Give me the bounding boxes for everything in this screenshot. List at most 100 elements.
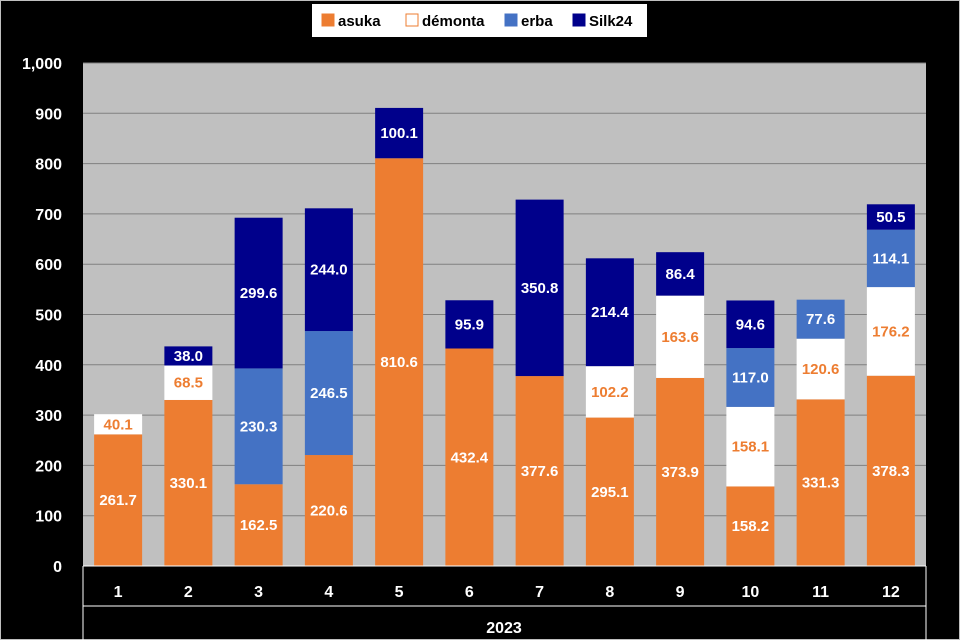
y-tick-label: 800: [35, 157, 62, 174]
data-label: 244.0: [310, 262, 348, 279]
bar-segment: [304, 208, 353, 332]
data-label: 220.6: [310, 503, 348, 520]
bars: [94, 107, 915, 567]
legend-swatch: [504, 13, 518, 27]
bar-segment: [585, 366, 634, 418]
bar-segment: [234, 484, 283, 566]
data-label: 117.0: [732, 369, 769, 386]
bar-segment: [726, 486, 775, 566]
data-label: 377.6: [521, 463, 559, 480]
legend-label: asuka: [338, 13, 381, 30]
legend: asuka démonta erba Silk24: [312, 4, 647, 37]
legend-label: erba: [521, 13, 553, 30]
data-labels: 261.7 40.1 330.1 68.5 38.0 162.5 230.3 299.6 220…: [99, 125, 909, 535]
bar-segment: [515, 199, 564, 377]
data-label: 95.9: [455, 316, 484, 333]
data-label: 50.5: [876, 209, 905, 226]
data-label: 246.5: [310, 385, 348, 402]
bar-segment: [656, 252, 705, 296]
gridlines: [83, 62, 926, 517]
bar-segment: [866, 375, 915, 566]
x-tick-label: 3: [254, 584, 263, 601]
bar-segment: [375, 107, 424, 159]
x-axis: 2023 1 2 3 4 5 6 7 8 9 10 11 12: [82, 565, 927, 640]
bar-segment: [656, 377, 705, 566]
bar-segment: [304, 455, 353, 566]
legend-swatch: [321, 13, 335, 27]
legend-label: démonta: [422, 13, 485, 30]
bar-segment: [866, 204, 915, 230]
bar-segment: [796, 338, 845, 400]
y-tick-label: 900: [35, 106, 62, 123]
bar-segment: [866, 287, 915, 376]
bar-segment: [304, 331, 353, 456]
bar-segment: [866, 229, 915, 288]
y-tick-label: 100: [35, 509, 62, 526]
bar-segment: [515, 376, 564, 566]
data-label: 299.6: [240, 285, 278, 302]
x-tick-label: 9: [676, 584, 685, 601]
bar-segment: [234, 368, 283, 485]
bar-segment: [585, 417, 634, 566]
legend-swatch: [572, 13, 586, 27]
data-label: 120.6: [802, 361, 840, 378]
x-tick-label: 6: [465, 584, 474, 601]
legend-box: [312, 4, 647, 37]
data-label: 100.1: [380, 125, 418, 142]
data-label: 295.1: [591, 484, 629, 501]
data-label: 432.4: [451, 449, 489, 466]
x-tick-label: 10: [741, 584, 759, 601]
data-label: 94.6: [736, 316, 765, 333]
bar-segment: [94, 434, 143, 566]
data-label: 162.5: [240, 517, 278, 534]
data-label: 86.4: [666, 266, 696, 283]
bar-segment: [164, 365, 213, 400]
data-label: 38.0: [174, 348, 203, 365]
x-tick-label: 5: [395, 584, 404, 601]
bar-segment: [585, 258, 634, 367]
data-label: 378.3: [872, 463, 910, 480]
x-tick-label: 4: [324, 584, 333, 601]
bar-segment: [796, 299, 845, 339]
data-label: 68.5: [174, 375, 203, 392]
data-label: 163.6: [661, 329, 699, 346]
x-tick-label: 8: [605, 584, 614, 601]
x-tick-label: 1: [114, 584, 123, 601]
y-tick-label: 200: [35, 458, 62, 475]
data-label: 261.7: [99, 492, 137, 509]
y-axis: 0 100 200 300 400 500 600 700 800 900 1,000: [22, 56, 62, 576]
y-tick-label: 300: [35, 408, 62, 425]
data-label: 40.1: [104, 416, 133, 433]
y-tick-label: 500: [35, 308, 62, 325]
data-label: 810.6: [380, 354, 418, 371]
x-tick-label: 11: [812, 584, 829, 601]
data-label: 114.1: [873, 250, 910, 267]
data-label: 330.1: [170, 475, 208, 492]
x-tick-label: 12: [882, 584, 900, 601]
data-label: 331.3: [802, 475, 840, 492]
legend-label: Silk24: [589, 13, 633, 30]
data-label: 158.2: [732, 518, 770, 535]
legend-swatch: [405, 13, 419, 27]
data-label: 77.6: [806, 311, 835, 328]
bar-segment: [796, 399, 845, 566]
y-tick-label: 700: [35, 207, 62, 224]
data-label: 158.1: [732, 439, 770, 456]
bar-segment: [164, 346, 213, 366]
x-tick-label: 7: [535, 584, 544, 601]
y-tick-label: 400: [35, 358, 62, 375]
data-label: 176.2: [872, 323, 910, 340]
y-tick-label: 1,000: [22, 56, 62, 73]
data-label: 102.2: [591, 384, 629, 401]
bar-segment: [656, 295, 705, 378]
data-label: 350.8: [521, 280, 559, 297]
bar-segment: [445, 300, 494, 349]
y-tick-label: 0: [53, 559, 62, 576]
bar-segment: [726, 406, 775, 487]
bar-segment: [726, 348, 775, 407]
x-tick-label: 2: [184, 584, 193, 601]
bar-segment: [375, 158, 424, 567]
data-label: 373.9: [661, 464, 699, 481]
bar-segment: [445, 348, 494, 566]
